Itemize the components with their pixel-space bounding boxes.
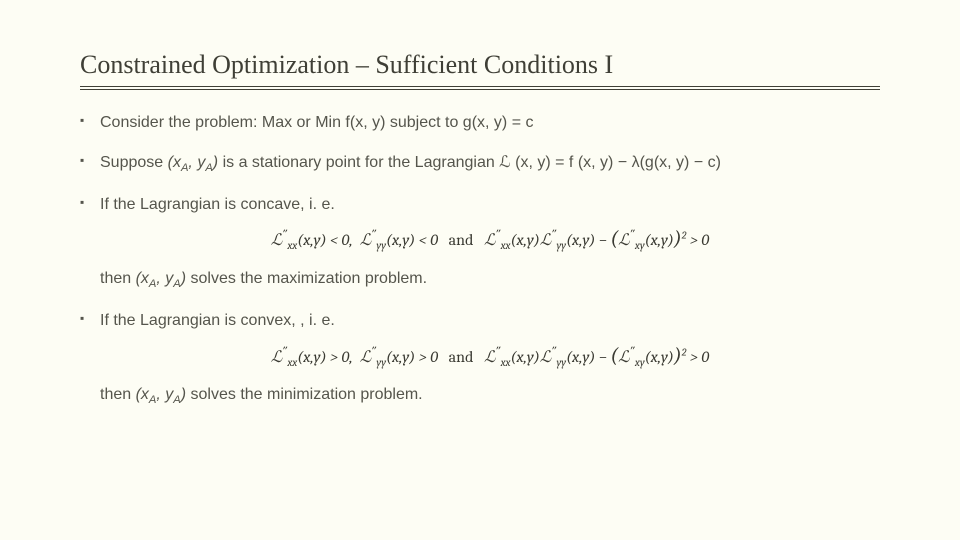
bullet-3: If the Lagrangian is concave, i. e. ℒ″xx… (80, 194, 880, 292)
bullet-3-then-b: solves the maximization problem. (191, 270, 428, 287)
convex-condition: ℒ″xx(x,y) > 0, ℒ″yy(x,y) > 0 and ℒ″xx(x,… (100, 342, 880, 370)
bullet-2-point: (xA, yA) (168, 154, 218, 171)
concave-condition: ℒ″xx(x,y) < 0, ℒ″yy(x,y) < 0 and ℒ″xx(x,… (100, 225, 880, 253)
bullet-3-text: If the Lagrangian is concave, i. e. (100, 196, 335, 213)
bullet-2-b: is a stationary point for the Lagrangian… (223, 154, 721, 171)
bullet-4-then: then (xA, yA) solves the minimization pr… (100, 384, 880, 408)
title-rule (80, 86, 880, 90)
bullet-list: Consider the problem: Max or Min f(x, y)… (80, 112, 880, 408)
slide: Constrained Optimization – Sufficient Co… (0, 0, 960, 466)
bullet-3-then: then (xA, yA) solves the maximization pr… (100, 268, 880, 292)
bullet-2: Suppose (xA, yA) is a stationary point f… (80, 152, 880, 176)
bullet-4-then-b: solves the minimization problem. (191, 386, 423, 403)
bullet-3-then-a: then (100, 270, 131, 287)
bullet-4-then-a: then (100, 386, 131, 403)
bullet-4-text: If the Lagrangian is convex, , i. e. (100, 312, 335, 329)
bullet-4-then-point: (xA, yA) (136, 386, 186, 403)
bullet-3-then-point: (xA, yA) (136, 270, 186, 287)
bullet-4: If the Lagrangian is convex, , i. e. ℒ″x… (80, 310, 880, 408)
bullet-1-text: Consider the problem: Max or Min f(x, y)… (100, 114, 533, 131)
bullet-2-a: Suppose (100, 154, 163, 171)
bullet-1: Consider the problem: Max or Min f(x, y)… (80, 112, 880, 134)
slide-title: Constrained Optimization – Sufficient Co… (80, 50, 880, 80)
